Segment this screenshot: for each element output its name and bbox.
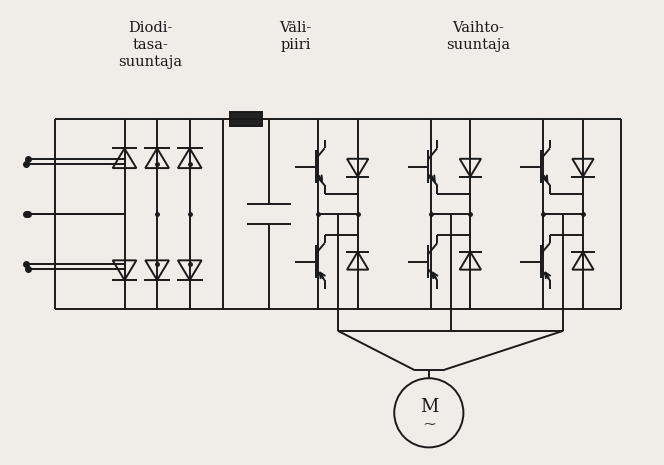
Text: Diodi-
tasa-
suuntaja: Diodi- tasa- suuntaja [118,20,182,69]
Text: Vaihto-
suuntaja: Vaihto- suuntaja [446,20,511,52]
Text: ~: ~ [422,415,436,432]
Bar [230,113,262,126]
Text: M: M [420,398,438,416]
Text: Väli-
piiri: Väli- piiri [280,20,311,52]
